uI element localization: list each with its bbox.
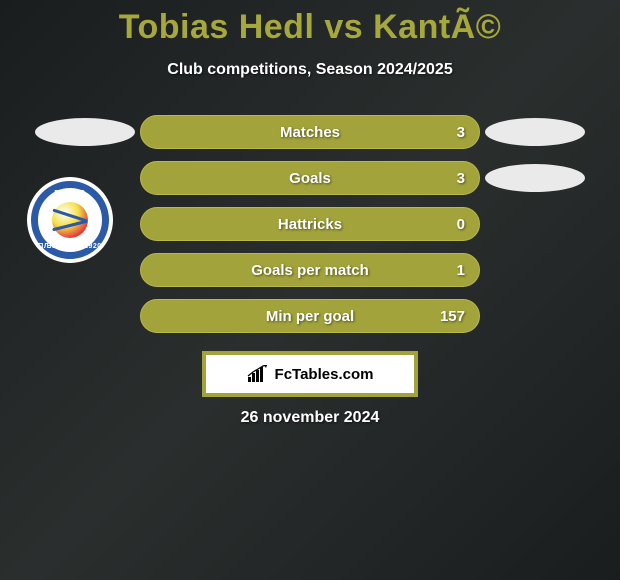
page-title: Tobias Hedl vs KantÃ© <box>0 8 620 47</box>
club-badge-ring: РУДАР ПЉЕВЉА · 1920 <box>31 181 109 259</box>
stat-bar-goals-per-match: Goals per match 1 <box>140 253 480 287</box>
stat-value: 3 <box>457 170 465 187</box>
stat-value: 1 <box>457 262 465 279</box>
stat-label: Goals <box>141 170 479 187</box>
right-indicator-slot <box>480 115 590 149</box>
volleyball-icon <box>52 202 88 238</box>
right-indicator-slot <box>480 207 590 241</box>
left-indicator-slot <box>30 299 140 333</box>
brand-attribution[interactable]: FcTables.com <box>202 351 418 397</box>
stat-label: Goals per match <box>141 262 479 279</box>
stat-bar-matches: Matches 3 <box>140 115 480 149</box>
main-container: Tobias Hedl vs KantÃ© Club competitions,… <box>0 0 620 427</box>
club-badge-bottom-text: ПЉЕВЉА · 1920 <box>38 243 102 250</box>
club-badge: РУДАР ПЉЕВЉА · 1920 <box>19 176 121 264</box>
club-badge-circle: РУДАР ПЉЕВЉА · 1920 <box>27 177 113 263</box>
stat-label: Hattricks <box>141 216 479 233</box>
right-indicator-slot <box>480 253 590 287</box>
brand-text: FcTables.com <box>275 366 374 383</box>
bar-chart-icon <box>247 365 269 383</box>
player2-indicator-icon <box>485 164 585 192</box>
stat-value: 3 <box>457 124 465 141</box>
stat-bar-goals: Goals 3 <box>140 161 480 195</box>
stat-label: Matches <box>141 124 479 141</box>
right-indicator-slot <box>480 161 590 195</box>
stat-row-min-per-goal: Min per goal 157 <box>0 299 620 333</box>
club-badge-top-text: РУДАР <box>38 189 102 198</box>
stat-value: 157 <box>440 308 465 325</box>
right-indicator-slot <box>480 299 590 333</box>
snapshot-date: 26 november 2024 <box>0 409 620 427</box>
player1-indicator-icon <box>35 118 135 146</box>
stat-row-matches: Matches 3 <box>0 115 620 149</box>
page-subtitle: Club competitions, Season 2024/2025 <box>0 61 620 79</box>
stat-bar-hattricks: Hattricks 0 <box>140 207 480 241</box>
stat-label: Min per goal <box>141 308 479 325</box>
stat-value: 0 <box>457 216 465 233</box>
player2-indicator-icon <box>485 118 585 146</box>
stat-bar-min-per-goal: Min per goal 157 <box>140 299 480 333</box>
left-indicator-slot <box>30 115 140 149</box>
